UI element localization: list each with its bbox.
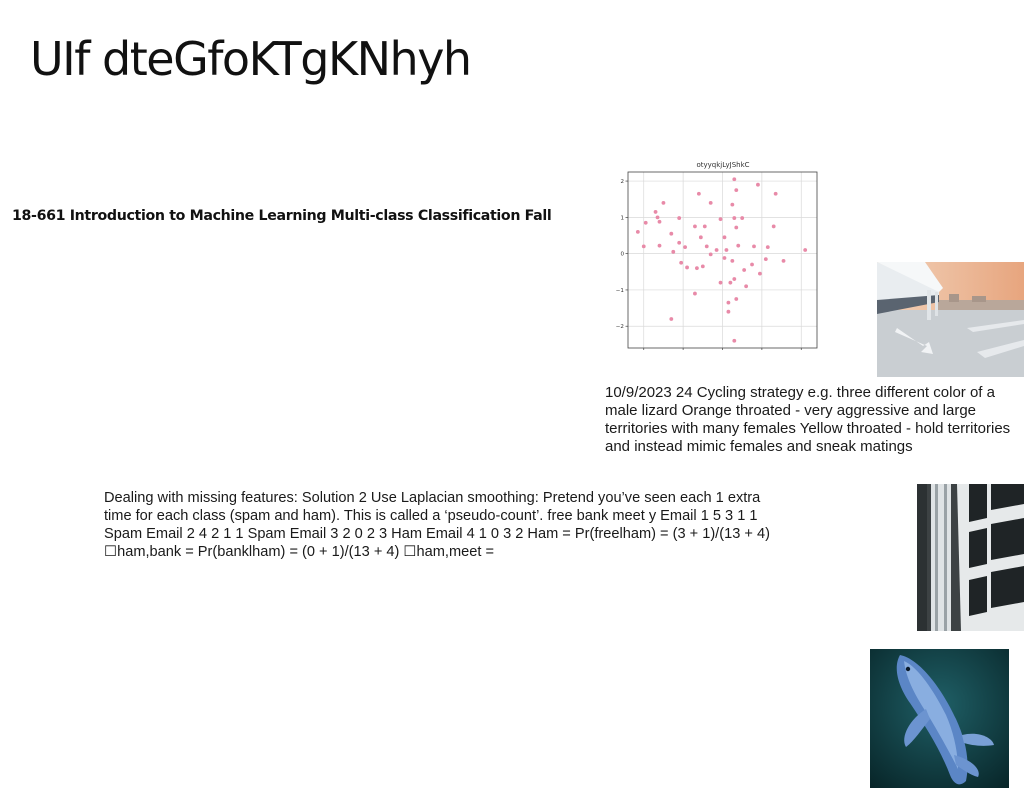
scatter-point xyxy=(734,188,739,193)
koi-fish-photo xyxy=(870,649,1009,788)
scatter-point xyxy=(718,280,723,285)
scatter-point xyxy=(763,257,768,261)
scatter-point xyxy=(803,248,808,252)
scatter-point xyxy=(736,243,741,248)
scatter-point xyxy=(679,260,684,265)
scatter-point xyxy=(726,309,731,314)
scatter-point xyxy=(728,280,733,285)
scatter-point xyxy=(708,252,713,257)
scatter-point xyxy=(724,248,729,252)
scatter-point xyxy=(635,229,640,234)
scatter-point xyxy=(730,202,735,207)
scatter-point xyxy=(696,191,701,196)
scatter-point xyxy=(677,216,682,220)
scatter-point xyxy=(773,191,778,196)
scatter-point xyxy=(693,291,697,296)
scatter-point xyxy=(722,235,727,240)
y-tick-label: 1 xyxy=(620,215,624,221)
y-tick-label: −2 xyxy=(616,324,624,330)
scatter-point xyxy=(740,216,745,220)
y-tick-label: 0 xyxy=(620,252,624,258)
scatter-point xyxy=(742,268,747,272)
scatter-point xyxy=(685,265,689,270)
scatter-point xyxy=(708,200,713,205)
scatter-point xyxy=(756,182,760,187)
scatter-point xyxy=(655,215,660,220)
scatter-point xyxy=(669,231,674,236)
chart-points xyxy=(635,177,808,343)
chart-title: otyyqkjLyJShkC xyxy=(696,161,749,169)
road-photo xyxy=(877,262,1024,377)
scatter-point xyxy=(700,264,705,269)
scatter-point xyxy=(693,224,697,229)
scatter-point xyxy=(669,317,674,321)
scatter-point xyxy=(758,271,762,276)
scatter-point xyxy=(653,210,658,214)
scatter-point xyxy=(683,245,687,250)
scatter-point xyxy=(732,338,737,343)
course-heading: 18-661 Introduction to Machine Learning … xyxy=(12,208,552,224)
scatter-point xyxy=(671,249,676,254)
scatter-point xyxy=(718,217,723,222)
scatter-point xyxy=(732,277,737,281)
scatter-point xyxy=(744,284,749,289)
scatter-point xyxy=(643,220,648,225)
scatter-point xyxy=(702,224,707,229)
slide-title: UIf dteGfoKTgKNhyh xyxy=(30,32,472,86)
y-tick-label: 2 xyxy=(620,179,624,185)
scatter-point xyxy=(714,248,719,252)
scatter-point xyxy=(730,259,735,263)
lizard-paragraph: 10/9/2023 24 Cycling strategy e.g. three… xyxy=(605,384,1011,455)
building-photo xyxy=(917,484,1024,631)
scatter-point xyxy=(750,262,754,267)
scatter-point xyxy=(657,243,662,248)
scatter-point xyxy=(752,244,756,249)
scatter-point xyxy=(722,256,727,260)
chart-grid xyxy=(628,172,817,348)
scatter-point xyxy=(765,245,770,250)
scatter-point xyxy=(641,244,646,249)
scatter-point xyxy=(734,225,739,230)
y-tick-label: −1 xyxy=(616,288,625,294)
scatter-point xyxy=(695,266,699,271)
scatter-point xyxy=(732,216,737,220)
scatter-point xyxy=(732,177,737,182)
scatter-point xyxy=(781,259,786,263)
scatter-point xyxy=(677,240,682,245)
scatter-point xyxy=(771,224,776,229)
laplacian-smoothing-paragraph: Dealing with missing features: Solution … xyxy=(104,490,770,560)
scatter-point xyxy=(657,219,662,224)
scatter-point xyxy=(734,297,739,301)
scatter-point xyxy=(698,235,703,240)
scatter-point xyxy=(704,244,709,249)
scatter-point xyxy=(726,300,731,305)
scatter-point xyxy=(661,200,666,205)
